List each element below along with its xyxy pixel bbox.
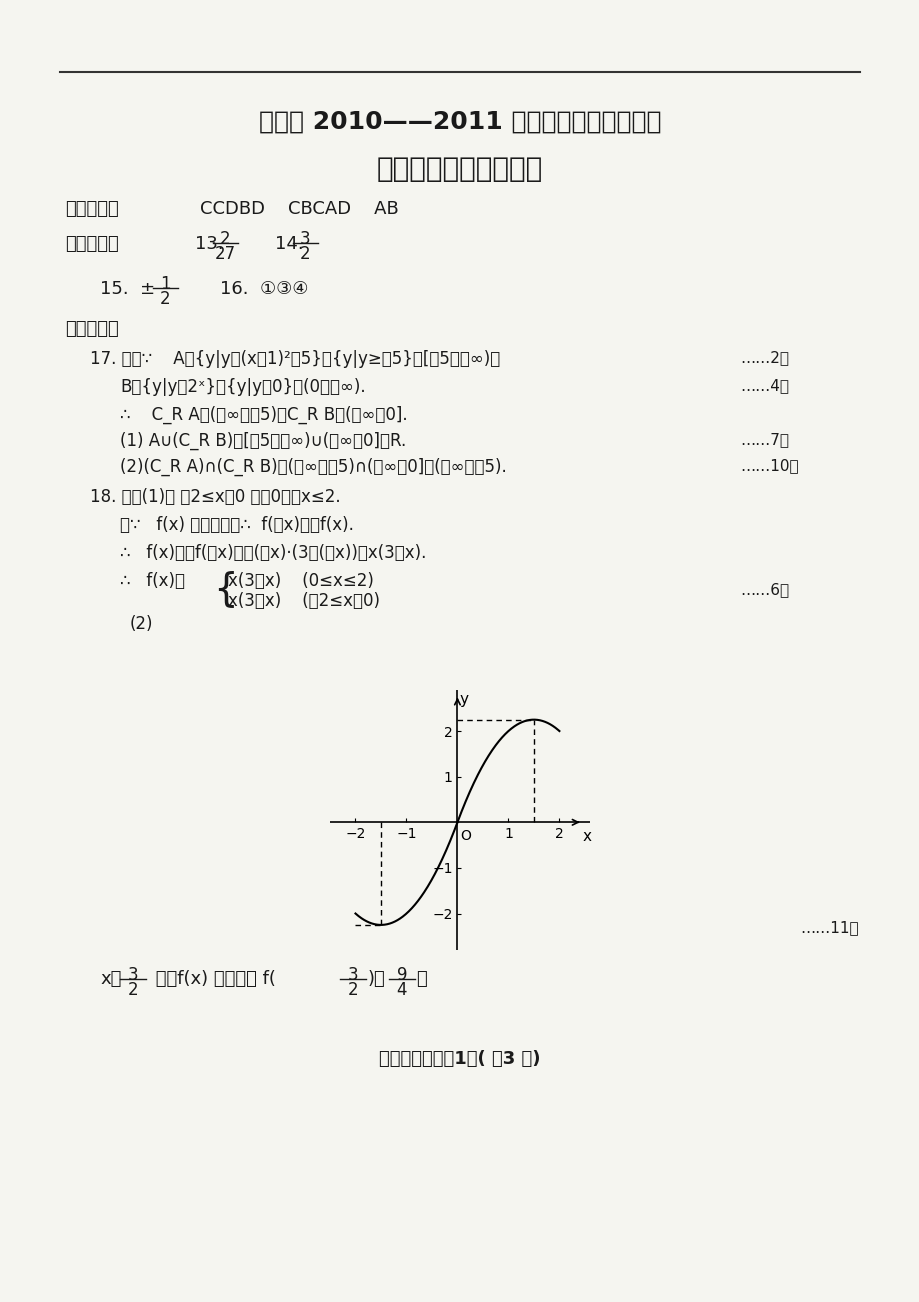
Text: ∴   f(x)＝－f(－x)＝－(－x)·(3－(－x))＝x(3＋x).: ∴ f(x)＝－f(－x)＝－(－x)·(3－(－x))＝x(3＋x). bbox=[119, 544, 425, 562]
Text: 1: 1 bbox=[160, 275, 170, 293]
Text: (2): (2) bbox=[130, 615, 153, 633]
Text: {: { bbox=[213, 570, 237, 608]
Text: 高一数学答案第1页( 共3 页): 高一数学答案第1页( 共3 页) bbox=[379, 1049, 540, 1068]
Text: 3: 3 bbox=[300, 230, 310, 247]
Text: ……7分: ……7分 bbox=[739, 432, 789, 447]
Text: 二、填空题: 二、填空题 bbox=[65, 234, 119, 253]
Text: 9: 9 bbox=[396, 966, 407, 984]
Text: ……10分: ……10分 bbox=[739, 458, 798, 473]
Text: (1) A∪(C_R B)＝[－5，＋∞)∪(－∞，0]＝R.: (1) A∪(C_R B)＝[－5，＋∞)∪(－∞，0]＝R. bbox=[119, 432, 406, 450]
Text: 17. 解：∵    A＝{y|y＝(x＋1)²－5}＝{y|y≥－5}＝[－5，＋∞)，: 17. 解：∵ A＝{y|y＝(x＋1)²－5}＝{y|y≥－5}＝[－5，＋∞… bbox=[90, 350, 500, 368]
Text: ……11分: ……11分 bbox=[800, 921, 857, 935]
Text: x＝: x＝ bbox=[100, 970, 121, 988]
Text: 27: 27 bbox=[214, 245, 235, 263]
Text: 15.  ±: 15. ± bbox=[100, 280, 155, 298]
Text: 洛阳市 2010——2011 学年第一学期期中考试: 洛阳市 2010——2011 学年第一学期期中考试 bbox=[258, 109, 661, 134]
Text: 2: 2 bbox=[347, 980, 357, 999]
Text: 14.: 14. bbox=[275, 234, 303, 253]
Text: ……6分: ……6分 bbox=[739, 582, 789, 598]
Text: 16.  ①③④: 16. ①③④ bbox=[220, 280, 308, 298]
Text: 4: 4 bbox=[396, 980, 407, 999]
Text: 2: 2 bbox=[128, 980, 138, 999]
Text: 13.: 13. bbox=[195, 234, 223, 253]
Text: 一、选择题: 一、选择题 bbox=[65, 201, 119, 217]
Text: 3: 3 bbox=[347, 966, 357, 984]
Text: )＝: )＝ bbox=[368, 970, 385, 988]
Text: ……4分: ……4分 bbox=[739, 378, 789, 393]
Text: 又∵   f(x) 是奇函数，∴  f(－x)＝－f(x).: 又∵ f(x) 是奇函数，∴ f(－x)＝－f(x). bbox=[119, 516, 354, 534]
Text: (2)(C_R A)∩(C_R B)＝(－∞，－5)∩(－∞，0]＝(－∞，－5).: (2)(C_R A)∩(C_R B)＝(－∞，－5)∩(－∞，0]＝(－∞，－5… bbox=[119, 458, 506, 477]
Text: 时，f(x) 取最大值 f(: 时，f(x) 取最大值 f( bbox=[150, 970, 276, 988]
Text: 3: 3 bbox=[128, 966, 138, 984]
Text: 2: 2 bbox=[220, 230, 230, 247]
Text: 高一数学试卷参考答案: 高一数学试卷参考答案 bbox=[377, 155, 542, 184]
Text: ，: ， bbox=[415, 970, 426, 988]
Text: B＝{y|y＝2ˣ}＝{y|y＞0}＝(0，＋∞).: B＝{y|y＝2ˣ}＝{y|y＞0}＝(0，＋∞). bbox=[119, 378, 365, 396]
Text: 2: 2 bbox=[160, 290, 170, 309]
Text: y: y bbox=[460, 693, 469, 707]
Text: 18. 解：(1)当 －2≤x＜0 时，0＜－x≤2.: 18. 解：(1)当 －2≤x＜0 时，0＜－x≤2. bbox=[90, 488, 340, 506]
Text: ∴   f(x)＝: ∴ f(x)＝ bbox=[119, 572, 185, 590]
Text: 2: 2 bbox=[300, 245, 310, 263]
Text: CCDBD    CBCAD    AB: CCDBD CBCAD AB bbox=[199, 201, 398, 217]
Text: x(3＋x)    (－2≤x＜0): x(3＋x) (－2≤x＜0) bbox=[228, 592, 380, 611]
Text: O: O bbox=[460, 829, 471, 844]
Text: ……2分: ……2分 bbox=[739, 350, 789, 365]
Text: ∴    C_R A＝(－∞，－5)，C_R B＝(－∞，0].: ∴ C_R A＝(－∞，－5)，C_R B＝(－∞，0]. bbox=[119, 406, 407, 424]
Text: x: x bbox=[582, 829, 591, 844]
Text: 三、解答题: 三、解答题 bbox=[65, 320, 119, 339]
Text: x(3－x)    (0≤x≤2): x(3－x) (0≤x≤2) bbox=[228, 572, 373, 590]
